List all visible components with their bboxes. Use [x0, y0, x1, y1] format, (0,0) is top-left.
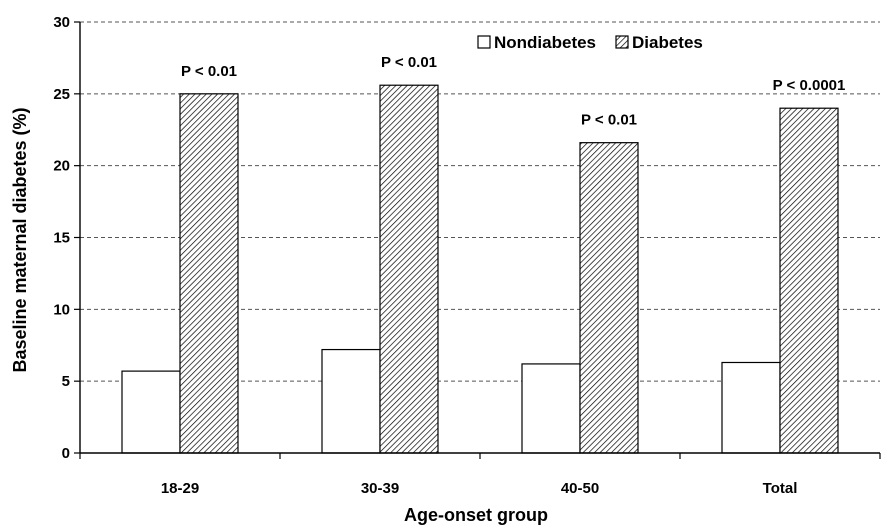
y-tick-label: 25: [53, 86, 70, 103]
bar-nondiabetes-18-29: [121, 370, 181, 454]
bar-diabetes-18-29: [179, 93, 239, 454]
bar-nondiabetes-total: [721, 361, 781, 454]
p-value-annotation: P < 0.01: [181, 63, 237, 80]
labels: 0 5 10 15 20 25 30 18-29 P < 0.01 30-39 P < 0.01 40…: [53, 14, 845, 497]
y-tick-label: 15: [53, 230, 70, 247]
x-tick-label: 40-50: [561, 480, 599, 497]
legend-label-nondiabetes: Nondiabetes: [494, 33, 596, 52]
bar-nondiabetes-30-39: [321, 348, 381, 454]
x-tick-label: Total: [763, 480, 798, 497]
legend-label-diabetes: Diabetes: [632, 33, 703, 52]
bar-nondiabetes-40-50: [521, 363, 581, 454]
y-tick-label: 30: [53, 14, 70, 31]
x-tick-label: 18-29: [161, 480, 199, 497]
bar-diabetes-40-50: [579, 142, 639, 454]
y-tick-label: 10: [53, 301, 70, 318]
legend-swatch-diabetes: [615, 35, 629, 49]
bars: [121, 84, 839, 454]
x-tick-label: 30-39: [361, 480, 399, 497]
x-axis-title: Age-onset group: [404, 505, 548, 525]
y-axis-title: Baseline maternal diabetes (%): [10, 107, 30, 372]
p-value-annotation: P < 0.01: [581, 112, 637, 129]
y-tick-label: 20: [53, 158, 70, 175]
axes: [74, 21, 881, 459]
legend: Nondiabetes Diabetes: [477, 33, 703, 52]
legend-swatch-nondiabetes: [477, 35, 491, 49]
y-tick-label: 5: [62, 373, 70, 390]
p-value-annotation: P < 0.0001: [773, 77, 846, 94]
bar-diabetes-total: [779, 107, 839, 454]
p-value-annotation: P < 0.01: [381, 54, 437, 71]
y-tick-label: 0: [62, 445, 70, 462]
bar-diabetes-30-39: [379, 84, 439, 454]
